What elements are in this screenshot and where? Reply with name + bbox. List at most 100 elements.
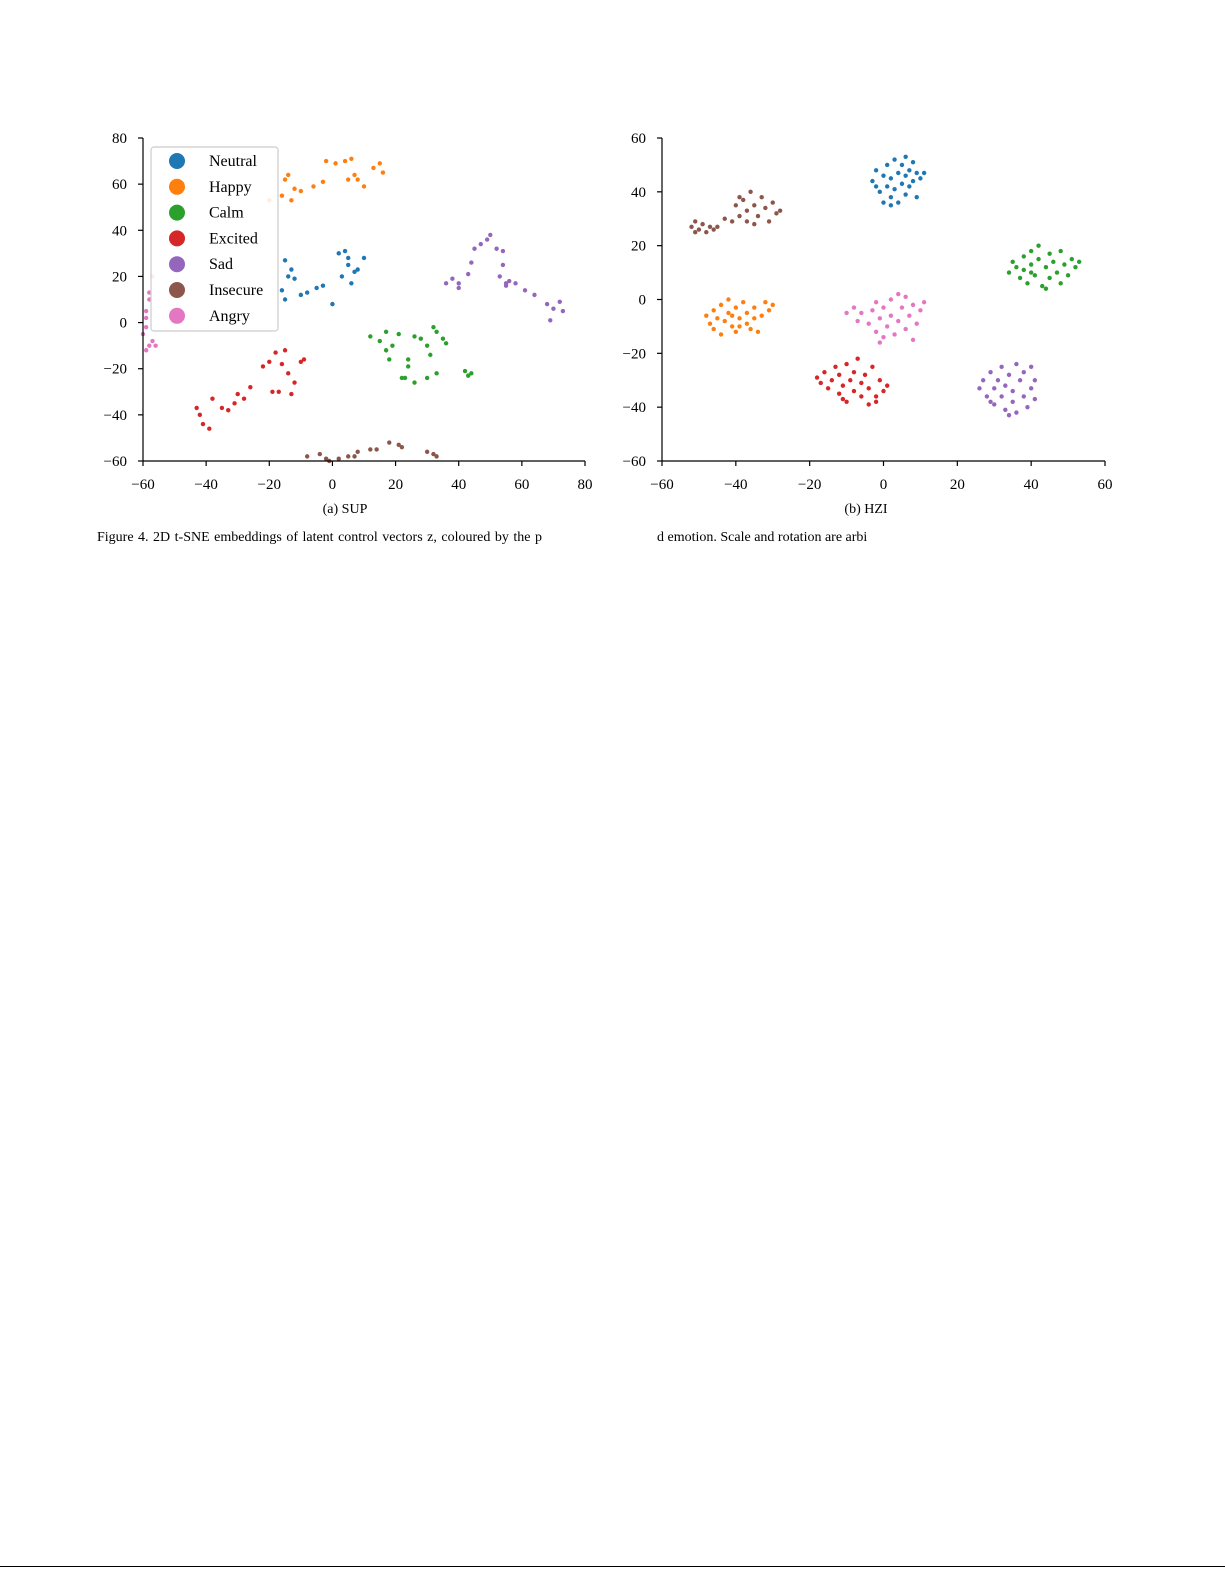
data-point: [333, 161, 338, 166]
data-point: [914, 321, 919, 326]
data-point: [892, 157, 897, 162]
data-point: [1032, 396, 1038, 402]
data-point: [818, 380, 823, 386]
data-point: [726, 310, 731, 316]
data-point: [431, 324, 436, 330]
data-point: [837, 372, 842, 378]
data-point: [304, 290, 310, 295]
data-point: [903, 326, 908, 332]
data-point: [412, 334, 417, 339]
data-point: [873, 299, 879, 305]
data-point: [992, 402, 997, 407]
legend-label: Sad: [209, 256, 233, 273]
data-point: [884, 383, 890, 388]
data-point: [282, 177, 288, 182]
x-tick-label: 40: [1024, 477, 1039, 493]
data-point: [903, 192, 908, 197]
legend-label: Calm: [209, 205, 244, 222]
series-insecure: [304, 440, 439, 464]
data-point: [292, 276, 297, 281]
data-point: [870, 364, 875, 369]
data-point: [1028, 364, 1034, 369]
data-point: [896, 318, 901, 324]
data-point: [766, 308, 772, 313]
data-point: [349, 281, 354, 286]
data-point: [1006, 413, 1012, 418]
series-insecure: [689, 189, 783, 235]
series-calm: [368, 324, 474, 385]
data-point: [884, 324, 890, 329]
data-point: [715, 316, 720, 321]
legend-marker-angry: [169, 307, 185, 324]
data-point: [289, 267, 294, 272]
data-point: [532, 292, 537, 298]
data-point: [862, 372, 868, 378]
data-point: [870, 308, 875, 313]
data-point: [722, 216, 727, 221]
data-point: [752, 316, 757, 321]
data-point: [194, 405, 199, 411]
data-point: [472, 246, 477, 251]
data-point: [752, 305, 757, 310]
data-point: [1047, 275, 1052, 281]
data-point: [704, 230, 709, 235]
data-point: [443, 281, 449, 286]
data-point: [888, 297, 894, 302]
data-point: [715, 224, 720, 230]
data-point: [755, 329, 761, 334]
data-point: [399, 375, 405, 381]
data-point: [748, 326, 753, 332]
data-point: [1047, 251, 1052, 256]
data-point: [1040, 283, 1045, 289]
data-point: [718, 302, 724, 308]
data-point: [355, 177, 360, 182]
data-point: [881, 200, 886, 205]
legend-marker-neutral: [169, 153, 185, 169]
data-point: [1028, 262, 1034, 267]
series-neutral: [279, 248, 367, 307]
data-point: [396, 442, 401, 448]
data-point: [478, 241, 484, 247]
data-point: [1014, 265, 1019, 270]
data-point: [851, 305, 857, 310]
data-point: [1003, 383, 1008, 388]
data-point: [910, 302, 916, 308]
data-point: [1073, 265, 1078, 270]
data-point: [465, 271, 471, 277]
data-point: [855, 356, 860, 361]
legend-label: Insecure: [209, 282, 263, 299]
y-tick-label: −60: [623, 454, 646, 470]
data-point: [1032, 378, 1038, 383]
data-point: [984, 394, 990, 399]
data-point: [870, 178, 875, 184]
data-point: [910, 160, 916, 165]
data-point: [737, 324, 742, 329]
data-point: [711, 308, 716, 313]
y-tick-label: −20: [104, 362, 127, 378]
data-point: [484, 237, 490, 242]
data-point: [507, 278, 512, 284]
data-point: [210, 396, 215, 401]
legend-marker-calm: [169, 204, 185, 221]
data-point: [914, 170, 919, 176]
x-tick-label: 60: [514, 477, 529, 493]
data-point: [342, 158, 348, 164]
data-point: [1028, 270, 1034, 275]
x-tick-label: 40: [451, 477, 466, 493]
data-point: [286, 371, 291, 376]
data-point: [888, 203, 894, 208]
x-tick-label: 0: [329, 477, 337, 493]
data-point: [248, 384, 253, 390]
data-point: [910, 337, 916, 343]
data-point: [833, 364, 838, 369]
data-point: [1014, 410, 1019, 415]
data-point: [693, 230, 698, 235]
data-point: [859, 380, 864, 386]
data-point: [289, 198, 294, 203]
x-tick-label: 20: [388, 477, 403, 493]
data-point: [814, 375, 820, 380]
data-point: [380, 170, 386, 175]
data-point: [352, 172, 357, 178]
data-point: [999, 394, 1004, 399]
data-point: [1028, 386, 1034, 391]
